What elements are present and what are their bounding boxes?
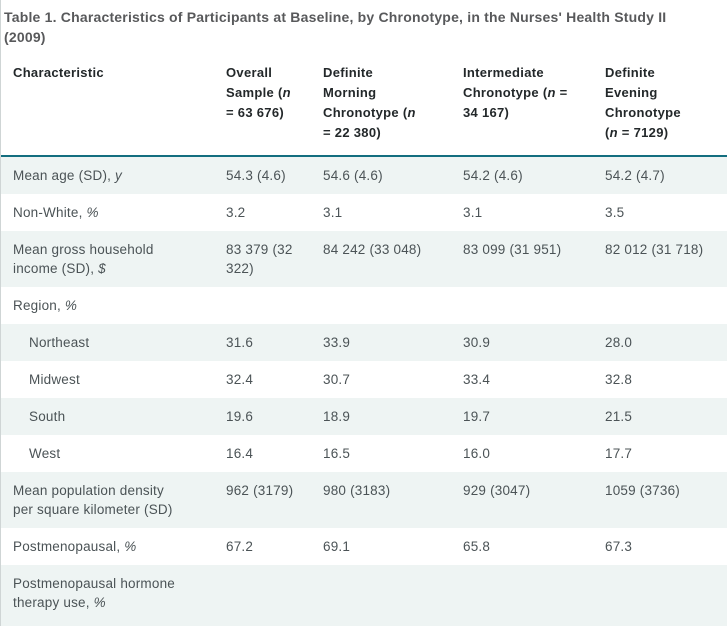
cell: 30.9 [463, 335, 491, 350]
cell: 3.5 [605, 205, 625, 220]
cell: 17.7 [605, 446, 633, 461]
table-row: Mean population density per square kilom… [1, 472, 727, 528]
cell: 83 099 (31 951) [463, 242, 562, 257]
table-row: Postmenopausal, % 67.2 69.1 65.8 67.3 [1, 528, 727, 565]
cell: 54.3 (4.6) [226, 168, 286, 183]
cell: 28.0 [605, 335, 633, 350]
cell: 19.6 [226, 409, 254, 424]
cell: 67.3 [605, 539, 633, 554]
column-header-characteristic: Characteristic [1, 53, 226, 157]
cell: 16.0 [463, 446, 491, 461]
row-label: Region, % [13, 298, 78, 313]
cell: 32.8 [605, 372, 633, 387]
row-label: Non-White, % [13, 205, 99, 220]
characteristics-table: Characteristic Overall Sample (n = 63 676… [1, 53, 727, 626]
cell [605, 287, 727, 324]
cell [323, 565, 463, 626]
row-label: West [29, 446, 61, 461]
table-row: Postmenopausal hormone therapy use, % [1, 565, 727, 626]
cell [605, 565, 727, 626]
cell: 83 379 (32 322) [226, 242, 293, 276]
cell [463, 565, 605, 626]
cell: 21.5 [605, 409, 633, 424]
table-row: Midwest 32.4 30.7 33.4 32.8 [1, 361, 727, 398]
cell: 69.1 [323, 539, 351, 554]
row-label: Postmenopausal hormone therapy use, % [13, 576, 175, 610]
cell: 3.1 [323, 205, 343, 220]
row-label: Mean gross household income (SD), $ [13, 242, 154, 276]
row-label: Midwest [29, 372, 80, 387]
cell [226, 565, 323, 626]
cell: 19.7 [463, 409, 491, 424]
row-label: Mean population density per square kilom… [13, 483, 173, 517]
column-header-overall-sample: Overall Sample (n = 63 676) [226, 53, 323, 157]
cell [323, 287, 463, 324]
table-row: Non-White, % 3.2 3.1 3.1 3.5 [1, 194, 727, 231]
cell: 54.2 (4.7) [605, 168, 665, 183]
cell: 67.2 [226, 539, 254, 554]
cell: 33.4 [463, 372, 491, 387]
row-label: South [29, 409, 66, 424]
table-row: South 19.6 18.9 19.7 21.5 [1, 398, 727, 435]
cell: 54.2 (4.6) [463, 168, 523, 183]
cell: 33.9 [323, 335, 351, 350]
row-label: Northeast [29, 335, 90, 350]
table-row: Mean gross household income (SD), $ 83 37… [1, 231, 727, 287]
table-row: Region, % [1, 287, 727, 324]
table-title: Table 1. Characteristics of Participants… [4, 9, 667, 45]
cell: 3.1 [463, 205, 483, 220]
cell: 962 (3179) [226, 483, 294, 498]
cell: 16.4 [226, 446, 254, 461]
table-row: Northeast 31.6 33.9 30.9 28.0 [1, 324, 727, 361]
column-header-intermediate: Intermediate Chronotype (n = 34 167) [463, 53, 605, 157]
column-header-definite-morning: Definite Morning Chronotype (n = 22 380) [323, 53, 463, 157]
cell: 84 242 (33 048) [323, 242, 422, 257]
cell: 16.5 [323, 446, 351, 461]
table-row: West 16.4 16.5 16.0 17.7 [1, 435, 727, 472]
row-label: Mean age (SD), y [13, 168, 122, 183]
cell: 54.6 (4.6) [323, 168, 383, 183]
cell: 65.8 [463, 539, 491, 554]
cell [226, 287, 323, 324]
row-label: Postmenopausal, % [13, 539, 137, 554]
cell: 1059 (3736) [605, 483, 681, 498]
table-row: Mean age (SD), y 54.3 (4.6) 54.6 (4.6) 54.2… [1, 156, 727, 194]
table-header-row: Characteristic Overall Sample (n = 63 676… [1, 53, 727, 157]
column-header-definite-evening: Definite Evening Chronotype (n = 7129) [605, 53, 727, 157]
cell [463, 287, 605, 324]
cell: 980 (3183) [323, 483, 391, 498]
cell: 18.9 [323, 409, 351, 424]
cell: 3.2 [226, 205, 246, 220]
cell: 30.7 [323, 372, 351, 387]
cell: 82 012 (31 718) [605, 242, 704, 257]
cell: 929 (3047) [463, 483, 531, 498]
cell: 31.6 [226, 335, 254, 350]
cell: 32.4 [226, 372, 254, 387]
